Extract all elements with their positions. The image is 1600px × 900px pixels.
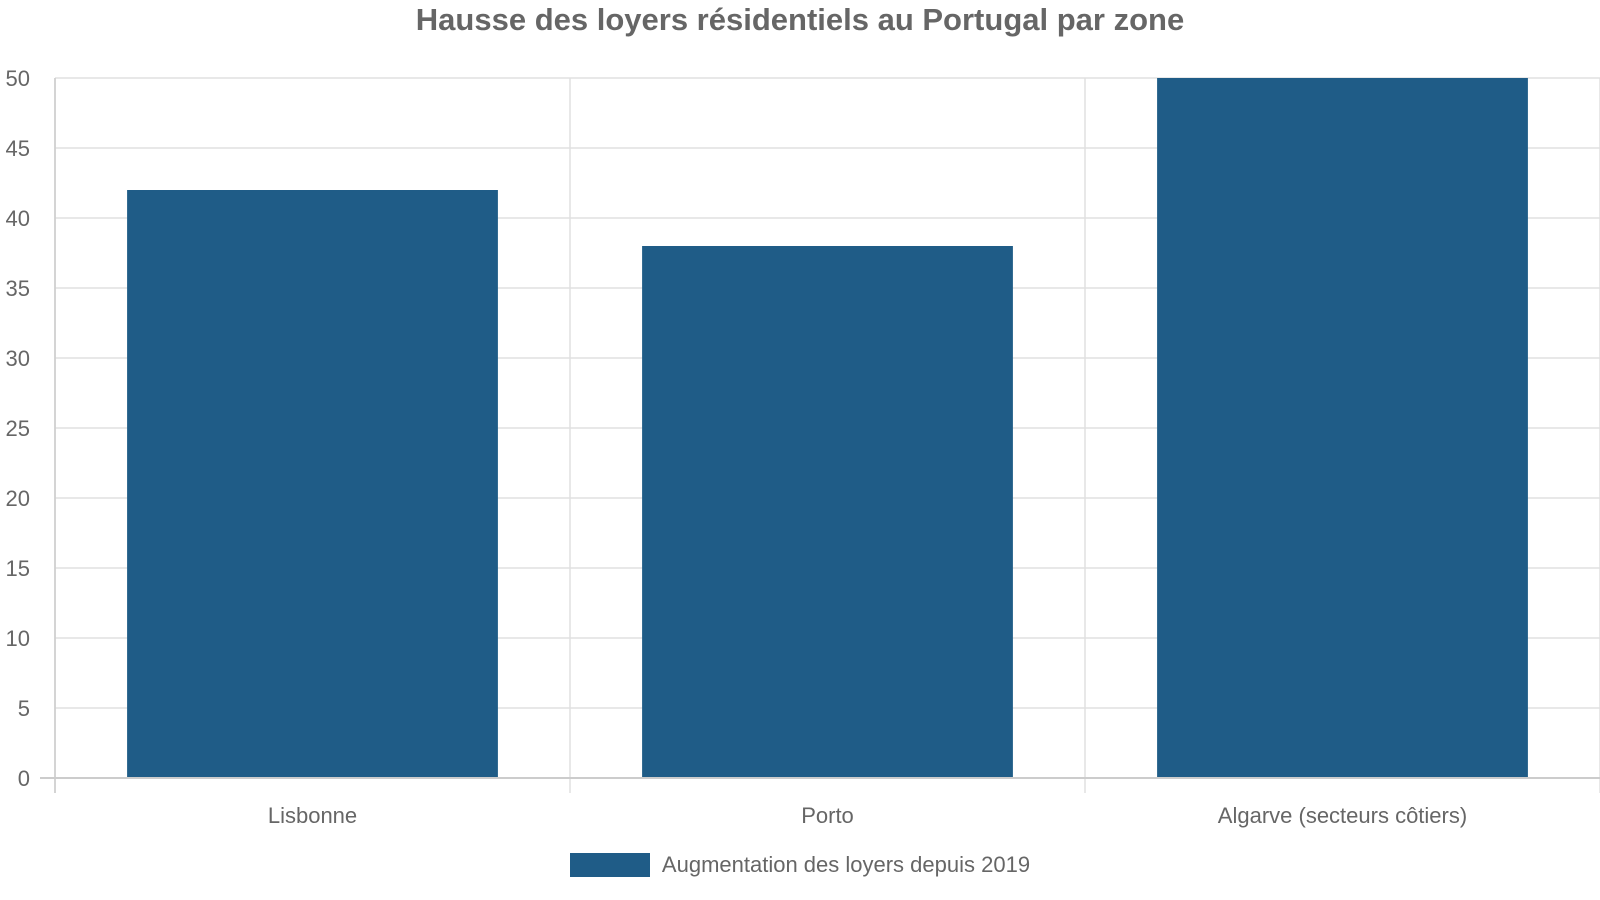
x-tick-label: Lisbonne bbox=[268, 803, 357, 828]
y-tick-label: 25 bbox=[6, 416, 30, 441]
y-tick-label: 5 bbox=[18, 696, 30, 721]
y-tick-label: 10 bbox=[6, 626, 30, 651]
y-tick-label: 50 bbox=[6, 66, 30, 91]
y-tick-label: 45 bbox=[6, 136, 30, 161]
y-tick-label: 35 bbox=[6, 276, 30, 301]
legend: Augmentation des loyers depuis 2019 bbox=[0, 852, 1600, 878]
y-tick-label: 30 bbox=[6, 346, 30, 371]
bar-1 bbox=[642, 246, 1013, 778]
chart-title: Hausse des loyers résidentiels au Portug… bbox=[415, 2, 1185, 37]
y-tick-label: 15 bbox=[6, 556, 30, 581]
legend-label: Augmentation des loyers depuis 2019 bbox=[661, 852, 1031, 877]
y-tick-label: 40 bbox=[6, 206, 30, 231]
y-tick-label: 20 bbox=[6, 486, 30, 511]
x-tick-label: Porto bbox=[801, 803, 854, 828]
y-tick-label: 0 bbox=[18, 766, 30, 791]
bar-0 bbox=[127, 190, 498, 778]
x-tick-label: Algarve (secteurs côtiers) bbox=[1218, 803, 1467, 828]
bar-2 bbox=[1157, 78, 1528, 778]
legend-swatch bbox=[569, 853, 650, 877]
